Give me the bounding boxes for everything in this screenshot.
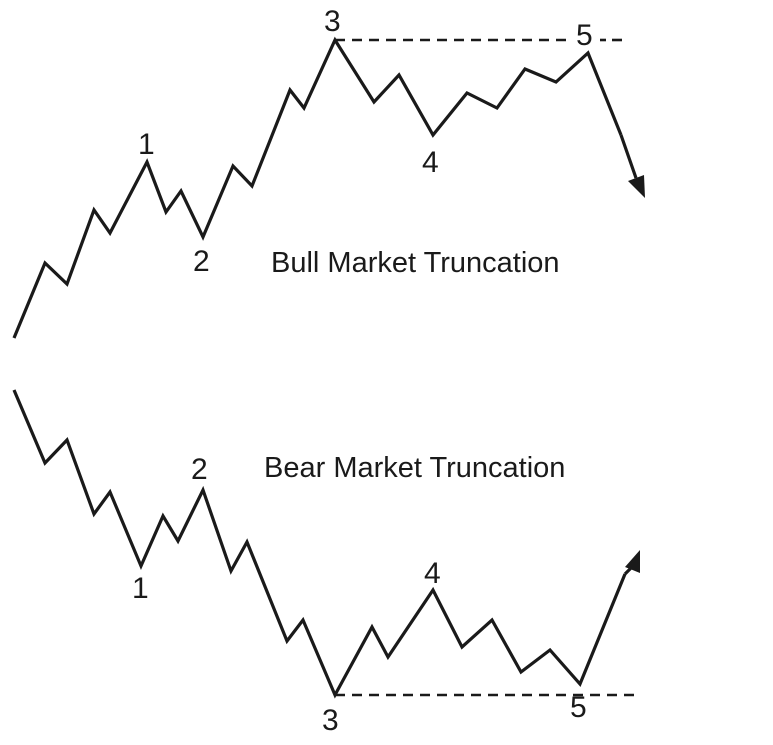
bull-wave-path (12, 36, 623, 339)
bull-down-arrow-head (628, 175, 645, 198)
bear-wave-5-label: 5 (570, 691, 587, 724)
bull-wave-5-label: 5 (576, 19, 593, 52)
bear-wave-path (12, 389, 627, 699)
bear-truncation-panel: 1 2 3 4 5 Bear Market Truncation (12, 389, 640, 737)
bear-wave-2-label: 2 (191, 453, 208, 486)
bull-wave-2-label: 2 (193, 245, 210, 278)
bear-wave-1-label: 1 (132, 572, 149, 605)
bull-down-arrow-shaft (619, 134, 638, 179)
bear-wave-3-label: 3 (322, 704, 339, 737)
bull-market-truncation-title: Bull Market Truncation (271, 247, 560, 279)
bull-wave-3-label: 3 (324, 5, 341, 38)
bull-wave-4-label: 4 (422, 146, 439, 179)
bear-market-truncation-title: Bear Market Truncation (264, 452, 565, 484)
bear-wave-4-label: 4 (424, 557, 441, 590)
bull-wave-1-label: 1 (138, 128, 155, 161)
bull-truncation-panel: 1 2 3 4 5 Bull Market Truncation (12, 5, 645, 339)
bear-up-arrow-head (625, 550, 640, 573)
